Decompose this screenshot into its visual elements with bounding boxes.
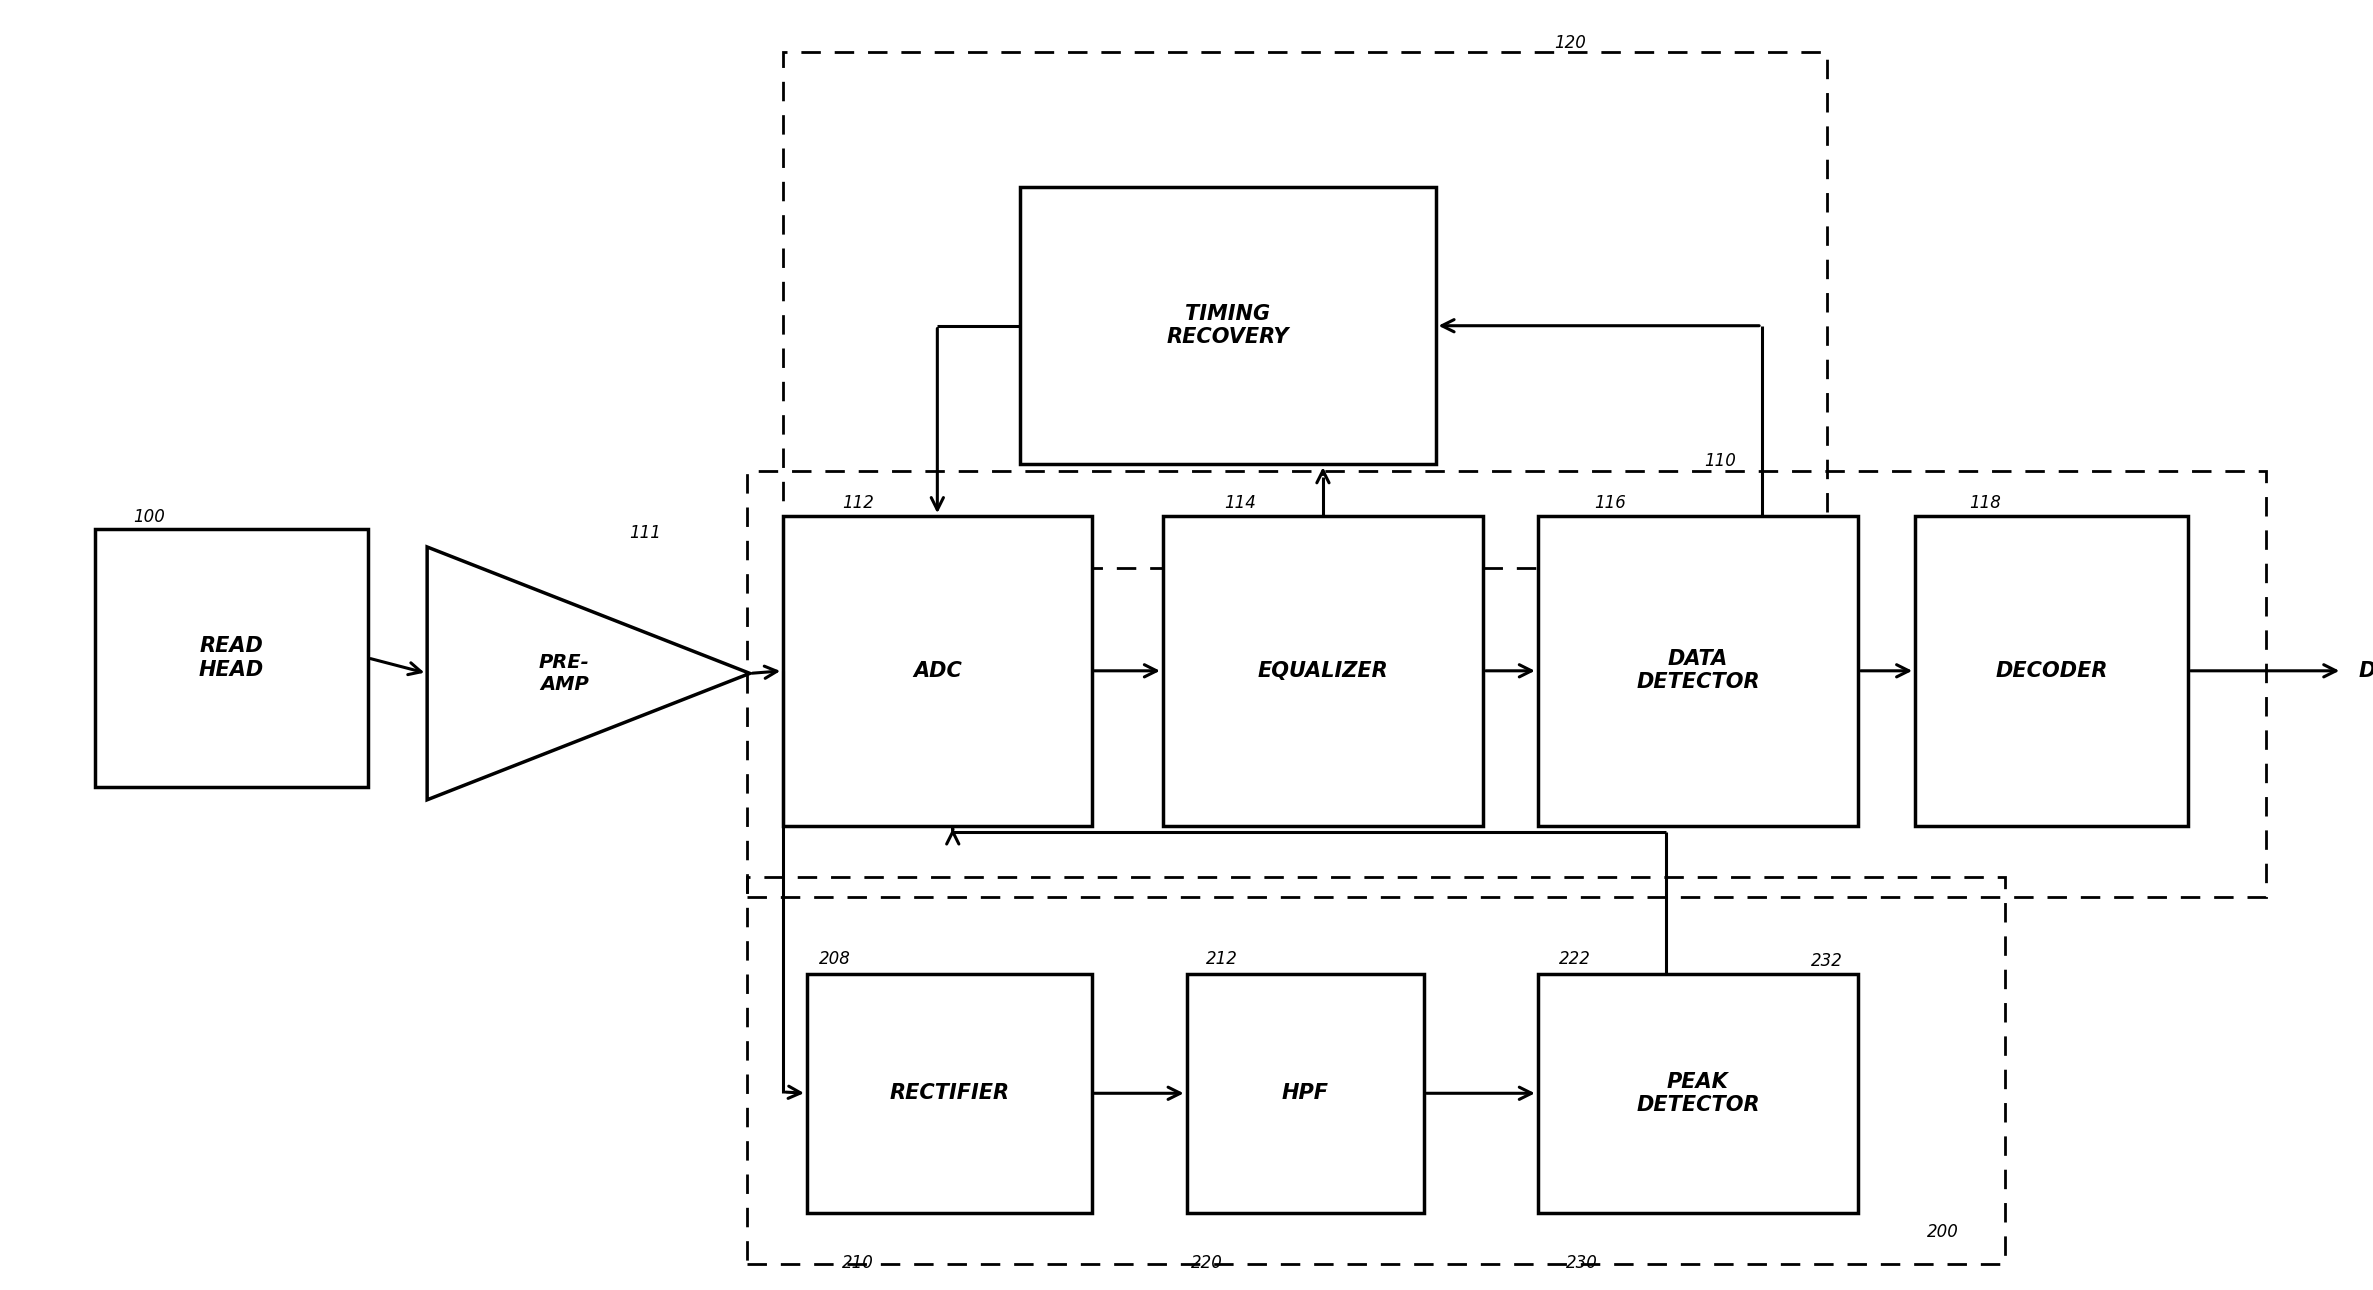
Bar [1163,516,1483,826]
Text: 100: 100 [133,508,164,526]
Bar [1538,974,1858,1213]
Bar [747,877,2005,1264]
Text: 114: 114 [1224,494,1255,512]
Bar [1915,516,2188,826]
Bar [1186,974,1424,1213]
Text: DATA
DETECTOR: DATA DETECTOR [1635,649,1761,693]
Text: 222: 222 [1559,949,1590,968]
Polygon shape [427,547,750,800]
Text: 232: 232 [1811,952,1841,970]
Bar [1538,516,1858,826]
Text: READ
HEAD: READ HEAD [199,636,263,680]
Text: PEAK
DETECTOR: PEAK DETECTOR [1635,1072,1761,1115]
Text: 208: 208 [819,949,850,968]
Text: 230: 230 [1566,1254,1597,1272]
Text: DECODER: DECODER [1996,660,2107,681]
Text: 110: 110 [1704,451,1735,470]
Text: 118: 118 [1970,494,2000,512]
Text: TIMING
RECOVERY: TIMING RECOVERY [1168,304,1289,347]
Text: 116: 116 [1595,494,1626,512]
Text: 120: 120 [1554,34,1585,52]
Text: HPF: HPF [1281,1084,1329,1103]
Text: PRE-
AMP: PRE- AMP [539,653,589,694]
Bar [747,471,2266,897]
Text: DATA OUT: DATA OUT [2359,660,2373,681]
Bar [783,52,1827,568]
Text: ADC: ADC [914,660,961,681]
Text: 220: 220 [1191,1254,1222,1272]
Text: 200: 200 [1927,1223,1958,1241]
Text: 111: 111 [629,524,660,542]
Text: EQUALIZER: EQUALIZER [1258,660,1388,681]
Bar [1020,187,1436,464]
Text: 210: 210 [842,1254,873,1272]
Bar [783,516,1092,826]
Text: 112: 112 [842,494,873,512]
Text: RECTIFIER: RECTIFIER [890,1084,1009,1103]
Bar [95,529,368,787]
Bar [807,974,1092,1213]
Text: 212: 212 [1205,949,1236,968]
